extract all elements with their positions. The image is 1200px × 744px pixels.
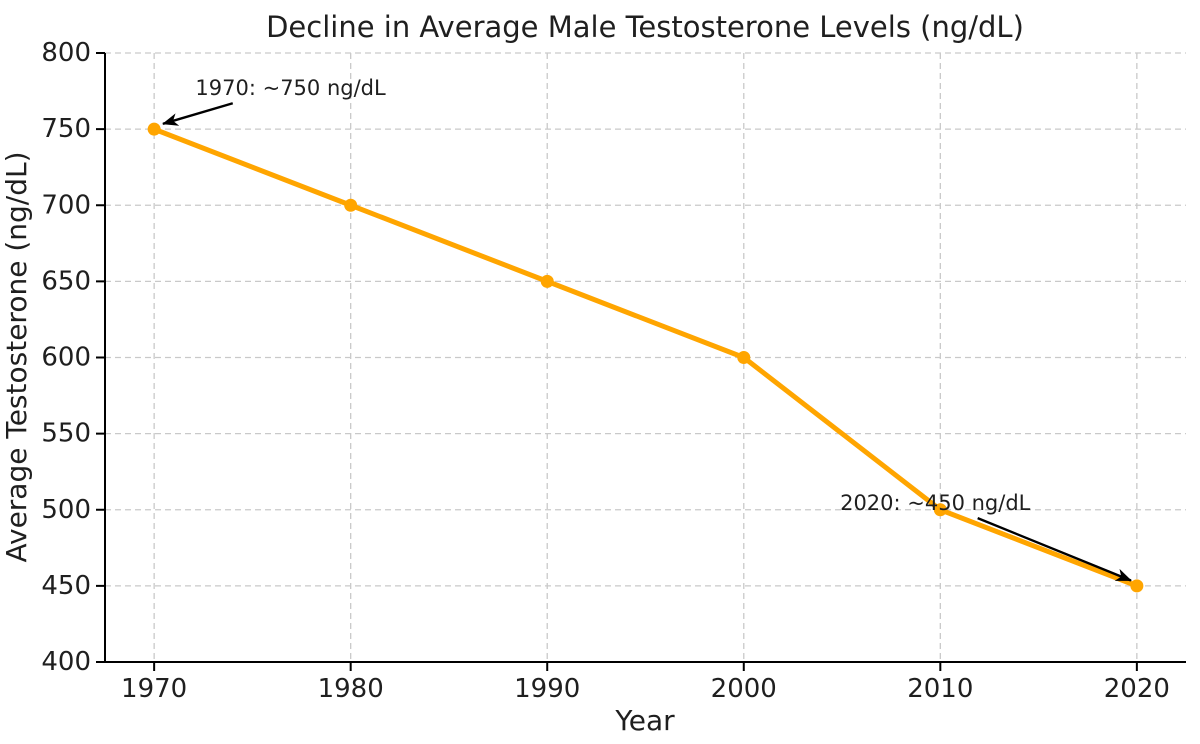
x-tick-label: 1980 (318, 674, 384, 704)
annotation-arrow (977, 517, 1132, 582)
x-tick-label: 2000 (711, 674, 777, 704)
annotation-arrow (162, 102, 234, 126)
data-point (344, 198, 358, 212)
y-tick-label: 450 (41, 571, 91, 601)
y-tick-label: 650 (41, 266, 91, 296)
y-tick-label: 750 (41, 114, 91, 144)
tick-labels: 400 450 500 550 600 650 700 750 800 1970 1980 1990 2… (41, 38, 1170, 704)
y-tick-label: 500 (41, 495, 91, 525)
annotation-text: 2020: ~450 ng/dL (840, 491, 1031, 515)
data-point (540, 274, 554, 288)
x-tick-label: 2010 (907, 674, 973, 704)
data-point (1130, 579, 1144, 593)
y-tick-label: 550 (41, 419, 91, 449)
x-tick-label: 1990 (514, 674, 580, 704)
data-point (147, 122, 161, 136)
y-tick-label: 700 (41, 190, 91, 220)
y-tick-label: 600 (41, 343, 91, 373)
gridlines (105, 52, 1186, 663)
y-tick-label: 400 (41, 647, 91, 677)
annotations: 1970: ~750 ng/dL 2020: ~450 ng/dL (162, 76, 1132, 582)
series-line (151, 126, 1140, 589)
annotation-text: 1970: ~750 ng/dL (195, 76, 386, 100)
tick-marks (96, 52, 1138, 671)
data-point (737, 351, 751, 364)
x-axis-label: Year (614, 704, 675, 737)
y-axis-label: Average Testosterone (ng/dL) (0, 151, 33, 562)
x-tick-label: 2020 (1104, 674, 1170, 704)
x-tick-label: 1970 (121, 674, 187, 704)
chart-title: Decline in Average Male Testosterone Lev… (266, 10, 1024, 44)
data-point (933, 503, 947, 517)
y-tick-label: 800 (41, 38, 91, 68)
data-series (147, 122, 1144, 593)
